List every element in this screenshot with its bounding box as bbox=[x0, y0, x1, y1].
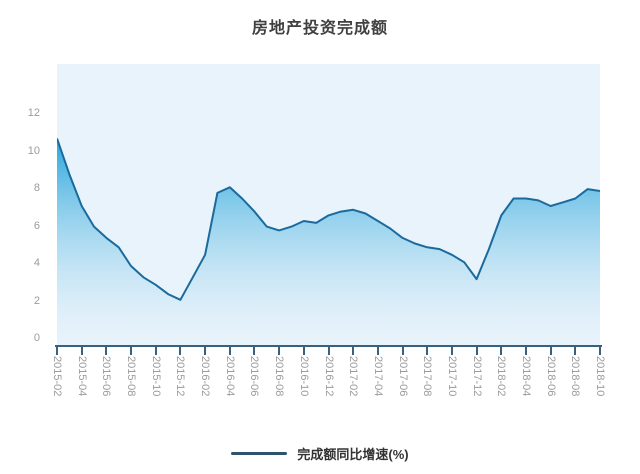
x-tick bbox=[599, 347, 601, 355]
x-tick bbox=[204, 347, 207, 355]
legend-item[interactable]: 完成额同比增速(%) bbox=[0, 443, 640, 463]
x-tick bbox=[574, 347, 577, 355]
x-axis-label: 2015-10 bbox=[149, 356, 162, 397]
y-axis-label: 4 bbox=[33, 257, 40, 269]
x-tick bbox=[179, 347, 182, 355]
plot-area bbox=[57, 64, 600, 345]
x-axis-label: 2015-02 bbox=[51, 356, 63, 397]
x-axis-label: 2015-08 bbox=[125, 356, 138, 397]
y-axis-label: 12 bbox=[27, 107, 40, 119]
x-axis-label: 2016-10 bbox=[297, 356, 310, 397]
x-axis-line bbox=[55, 345, 602, 347]
x-tick bbox=[130, 347, 133, 355]
x-axis-label: 2017-04 bbox=[371, 356, 384, 397]
x-axis-label: 2018-02 bbox=[495, 356, 508, 397]
x-axis-label: 2018-08 bbox=[569, 356, 582, 397]
x-axis-label: 2016-02 bbox=[199, 356, 212, 397]
x-axis-label: 2018-06 bbox=[544, 356, 557, 397]
y-axis-label: 0 bbox=[33, 332, 40, 344]
x-axis-label: 2016-12 bbox=[322, 356, 335, 397]
x-tick bbox=[105, 347, 108, 355]
x-tick bbox=[327, 347, 330, 355]
x-axis-label: 2016-08 bbox=[273, 356, 286, 397]
line-series bbox=[57, 138, 600, 301]
x-axis-label: 2016-04 bbox=[223, 356, 236, 397]
x-axis-label: 2015-12 bbox=[174, 356, 187, 397]
x-tick bbox=[524, 347, 527, 355]
x-tick bbox=[376, 347, 379, 355]
x-tick bbox=[500, 347, 503, 355]
x-axis-label: 2016-06 bbox=[248, 356, 261, 397]
x-tick bbox=[401, 347, 404, 355]
x-tick bbox=[352, 347, 355, 355]
area-series-fill bbox=[57, 138, 600, 345]
x-tick bbox=[475, 347, 478, 355]
y-axis-label: 6 bbox=[33, 219, 40, 232]
x-tick bbox=[450, 347, 453, 355]
y-axis-label: 8 bbox=[33, 182, 40, 194]
x-tick bbox=[426, 347, 429, 355]
x-axis-label: 2018-10 bbox=[594, 356, 606, 397]
x-tick bbox=[302, 347, 305, 355]
x-axis-label: 2018-04 bbox=[519, 356, 532, 397]
x-tick bbox=[278, 347, 281, 355]
x-axis-label: 2017-10 bbox=[445, 356, 458, 397]
legend-label: 完成额同比增速(%) bbox=[297, 446, 409, 462]
x-tick bbox=[154, 347, 157, 355]
x-axis-label: 2015-06 bbox=[100, 356, 113, 397]
y-axis-label: 10 bbox=[27, 144, 40, 157]
y-axis-label: 2 bbox=[33, 294, 40, 307]
x-tick bbox=[80, 347, 83, 355]
x-axis-label: 2017-08 bbox=[421, 356, 434, 397]
x-tick bbox=[549, 347, 552, 355]
x-tick bbox=[56, 347, 58, 355]
x-tick bbox=[228, 347, 231, 355]
x-axis-label: 2015-04 bbox=[75, 356, 88, 397]
chart-title: 房地产投资完成额 bbox=[251, 20, 388, 37]
x-tick bbox=[253, 347, 256, 355]
x-axis-label: 2017-12 bbox=[470, 356, 483, 397]
x-axis-label: 2017-02 bbox=[347, 356, 360, 397]
legend-line-marker bbox=[231, 451, 288, 455]
x-axis-label: 2017-06 bbox=[396, 356, 409, 397]
